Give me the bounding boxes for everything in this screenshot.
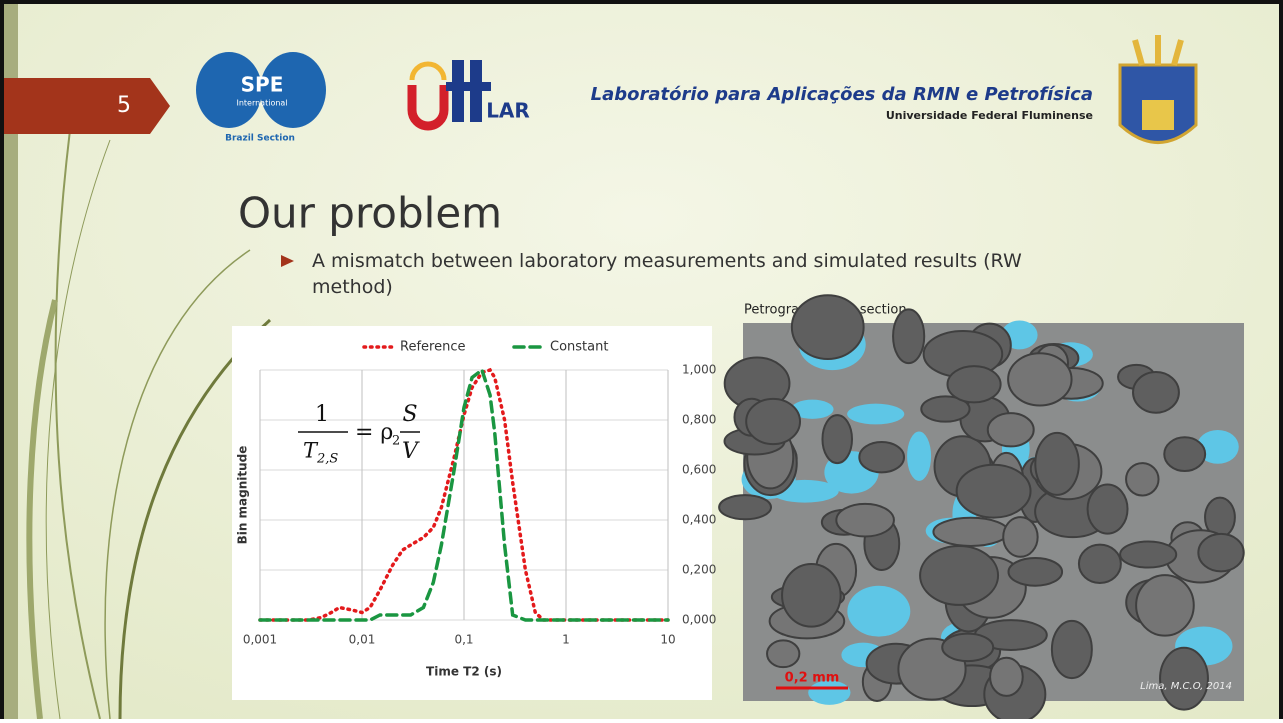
legend-label: Reference bbox=[400, 340, 465, 355]
grain bbox=[990, 658, 1023, 696]
x-axis-title: Time T2 (s) bbox=[426, 665, 502, 679]
legend-label: Constant bbox=[550, 340, 608, 355]
formula-s: S bbox=[402, 402, 417, 427]
y-tick-label: 0,400 bbox=[682, 513, 716, 527]
grain bbox=[1160, 648, 1208, 710]
grain bbox=[1008, 353, 1071, 405]
grain bbox=[767, 640, 799, 667]
grain bbox=[836, 504, 894, 537]
bullet-line: method) bbox=[312, 276, 393, 298]
slide: 5 SPE International Brazil Section LAR L… bbox=[0, 0, 1283, 719]
spe-sub: International bbox=[236, 99, 287, 108]
grain bbox=[1133, 372, 1179, 413]
grain bbox=[782, 564, 841, 627]
grain bbox=[933, 518, 1008, 546]
photo-credit: Lima, M.C.O, 2014 bbox=[1140, 681, 1232, 692]
bullet-line: A mismatch between laboratory measuremen… bbox=[312, 250, 1022, 272]
x-tick-label: 0,1 bbox=[454, 633, 473, 647]
grain bbox=[988, 413, 1034, 446]
lar-text: LAR bbox=[486, 99, 530, 123]
title: Our problem bbox=[238, 189, 502, 238]
grain bbox=[1009, 558, 1063, 586]
grain bbox=[942, 634, 993, 661]
number-tab bbox=[4, 78, 170, 134]
x-tick-label: 0,001 bbox=[243, 633, 277, 647]
formula-den-sub: 2,S bbox=[316, 452, 338, 467]
formula-eq: = ρ bbox=[355, 420, 393, 445]
uff-f bbox=[446, 82, 491, 91]
formula-num: 1 bbox=[315, 402, 329, 427]
grain bbox=[920, 546, 998, 605]
grain bbox=[893, 309, 924, 363]
grain bbox=[719, 495, 771, 519]
x-tick-label: 1 bbox=[562, 633, 570, 647]
grain bbox=[746, 399, 800, 444]
scale-label: 0,2 mm bbox=[785, 671, 840, 686]
grain bbox=[859, 442, 904, 472]
thin-section-photo bbox=[719, 295, 1244, 719]
grain bbox=[792, 295, 864, 359]
y-tick-label: 0,000 bbox=[682, 613, 716, 627]
y-tick-label: 0,600 bbox=[682, 463, 716, 477]
x-tick-label: 0,01 bbox=[349, 633, 376, 647]
grain bbox=[1120, 541, 1176, 567]
pore bbox=[907, 432, 931, 481]
slide-number: 5 bbox=[117, 93, 131, 118]
grain bbox=[1164, 437, 1205, 471]
crest-emblem bbox=[1142, 100, 1174, 130]
spe-text: SPE bbox=[241, 73, 284, 97]
pore bbox=[847, 586, 910, 637]
grain bbox=[1003, 517, 1037, 557]
grain bbox=[1052, 621, 1092, 678]
grain bbox=[948, 366, 1001, 402]
formula-rho-sub: 2 bbox=[392, 434, 400, 449]
lab-name: Laboratório para Aplicações da RMN e Pet… bbox=[591, 84, 1093, 105]
grain bbox=[1079, 545, 1121, 583]
y-tick-label: 0,200 bbox=[682, 563, 716, 577]
y-axis-title: Bin magnitude bbox=[236, 446, 250, 545]
y-tick-label: 0,800 bbox=[682, 413, 716, 427]
grain bbox=[1126, 463, 1158, 495]
x-tick-label: 10 bbox=[660, 633, 675, 647]
y-tick-label: 1,000 bbox=[682, 363, 716, 377]
spe-section: Brazil Section bbox=[225, 134, 295, 144]
grain bbox=[1136, 575, 1194, 636]
grain bbox=[822, 415, 852, 463]
grain bbox=[957, 465, 1031, 518]
grain bbox=[1088, 485, 1128, 534]
university: Universidade Federal Fluminense bbox=[886, 109, 1093, 122]
grain bbox=[1198, 534, 1243, 571]
formula-v: V bbox=[402, 439, 420, 464]
pore bbox=[847, 404, 904, 425]
grain bbox=[1035, 433, 1079, 495]
